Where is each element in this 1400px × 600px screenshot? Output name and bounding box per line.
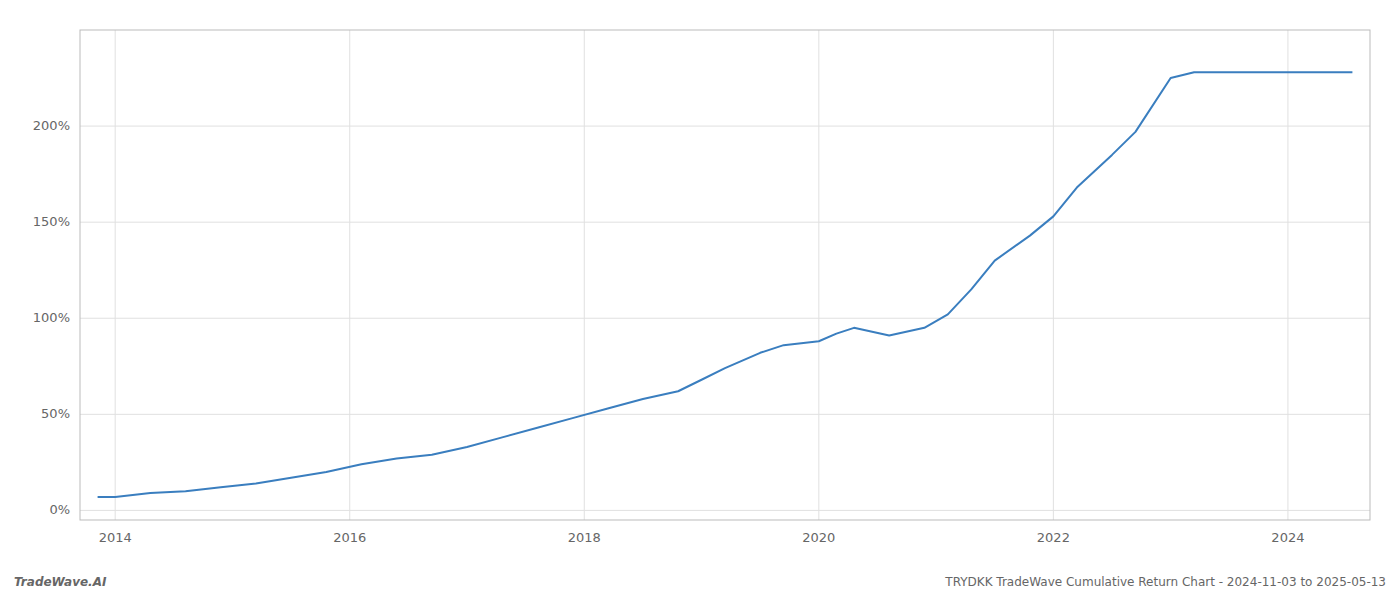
x-grid-line <box>584 30 585 520</box>
y-tick-label: 150% <box>33 214 70 229</box>
tick-labels: 0% 50% 100% 150% 200% 2014 2016 2018 2020 2022 202… <box>33 118 1305 545</box>
y-grid-line <box>80 222 1370 223</box>
grid <box>80 30 1370 520</box>
y-tick-label: 200% <box>33 118 70 133</box>
x-tick-label: 2018 <box>568 530 601 545</box>
footer-left: TradeWave.AI <box>14 575 107 589</box>
y-tick-label: 50% <box>41 406 70 421</box>
x-tick-label: 2022 <box>1037 530 1070 545</box>
x-grid-line <box>115 30 116 520</box>
y-tick-label: 0% <box>49 502 70 517</box>
footer-right: TRYDKK TradeWave Cumulative Return Chart… <box>944 575 1386 589</box>
x-tick-label: 2020 <box>802 530 835 545</box>
plot-frame <box>80 30 1370 520</box>
x-grid-line <box>349 30 350 520</box>
y-grid-line <box>80 126 1370 127</box>
y-tick-label: 100% <box>33 310 70 325</box>
x-grid-line <box>1053 30 1054 520</box>
x-grid-line <box>1287 30 1288 520</box>
y-grid-line <box>80 414 1370 415</box>
x-tick-label: 2024 <box>1271 530 1304 545</box>
chart: 0% 50% 100% 150% 200% 2014 2016 2018 2020 2022 202… <box>0 0 1400 600</box>
x-tick-label: 2014 <box>99 530 132 545</box>
x-tick-label: 2016 <box>333 530 366 545</box>
y-grid-line <box>80 510 1370 511</box>
x-grid-line <box>818 30 819 520</box>
line <box>98 72 1353 497</box>
series <box>98 72 1353 497</box>
y-grid-line <box>80 318 1370 319</box>
